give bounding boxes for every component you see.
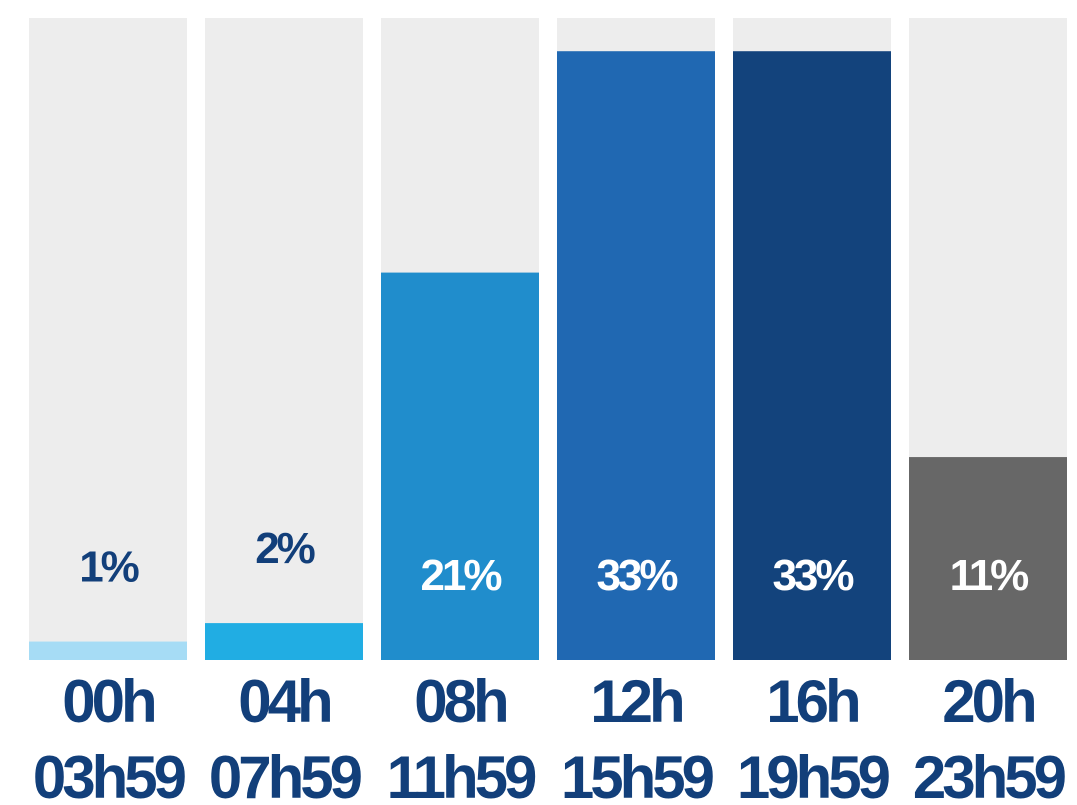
data-label: 11% xyxy=(950,551,1029,600)
bar xyxy=(909,457,1067,660)
data-label: 21% xyxy=(420,551,501,600)
bar xyxy=(29,641,187,660)
category-label-start: 04h xyxy=(238,668,330,735)
category-label-end: 03h59 xyxy=(33,744,186,805)
category-label-end: 11h59 xyxy=(387,744,536,805)
bar xyxy=(381,272,539,660)
category-label-end: 19h59 xyxy=(737,744,890,805)
data-label: 33% xyxy=(596,551,677,600)
category-label-start: 12h xyxy=(590,668,682,735)
bar-track xyxy=(205,18,363,660)
category-label-start: 16h xyxy=(766,668,858,735)
data-label: 33% xyxy=(772,551,853,600)
category-label-end: 07h59 xyxy=(209,744,362,805)
category-label-end: 15h59 xyxy=(561,744,714,805)
data-label: 1% xyxy=(79,543,138,592)
category-label-start: 20h xyxy=(942,668,1034,735)
bar xyxy=(205,623,363,660)
data-label: 2% xyxy=(255,524,314,573)
bar xyxy=(557,51,715,660)
category-label-start: 08h xyxy=(414,668,506,735)
bar xyxy=(733,51,891,660)
category-label-start: 00h xyxy=(62,668,154,735)
category-label-end: 23h59 xyxy=(913,744,1066,805)
bar-track xyxy=(29,18,187,660)
